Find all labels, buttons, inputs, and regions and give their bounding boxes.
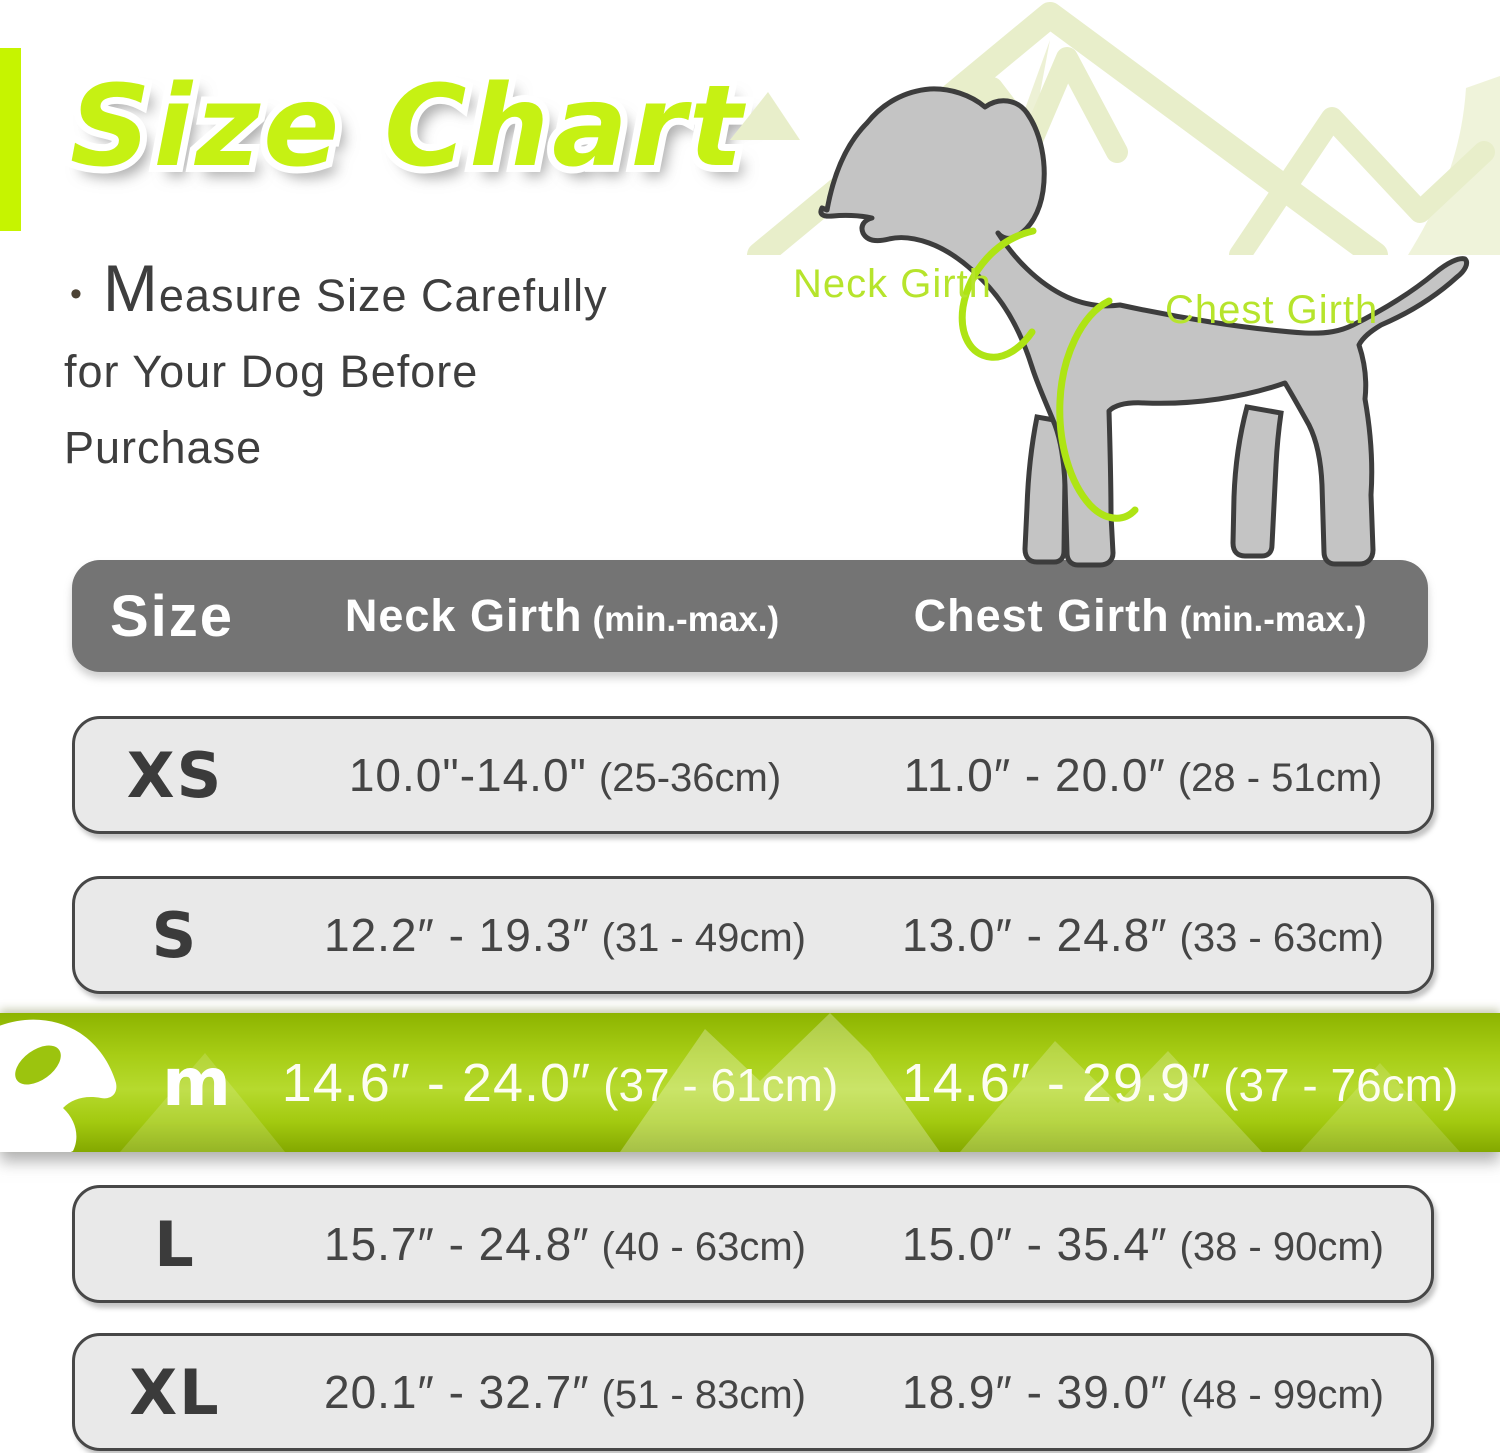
neck-value-cm: (51 - 83cm)	[601, 1373, 807, 1417]
chest-girth-label: Chest Girth	[1165, 288, 1378, 332]
size-label: S	[151, 898, 199, 972]
header-size-cell: Size	[72, 583, 272, 650]
table-row-l: L 15.7″ - 24.8″ (40 - 63cm) 15.0″ - 35.4″…	[72, 1185, 1434, 1303]
chest-value: 13.0″ - 24.8″	[901, 909, 1168, 961]
note-line1: easure Size Carefully	[158, 270, 608, 321]
chest-value-cm: (38 - 90cm)	[1179, 1225, 1385, 1269]
page-title-text: Size Chart	[70, 62, 746, 192]
table-row-xs: XS 10.0"-14.0" (25-36cm) 11.0″ - 20.0″ (28…	[72, 716, 1434, 834]
bullet-icon: •	[70, 275, 83, 313]
table-header-row: Size Neck Girth (min.-max.) Chest Girth …	[72, 560, 1428, 672]
chest-value: 11.0″ - 20.0″	[903, 749, 1166, 801]
dog-far-legs	[1022, 404, 1284, 565]
neck-value: 12.2″ - 19.3″	[323, 909, 590, 961]
note-lead-letter: M	[102, 251, 159, 325]
note-line2: for Your Dog Before	[64, 346, 479, 397]
chest-value-cm: (28 - 51cm)	[1177, 756, 1383, 800]
table-row-xl: XL 20.1″ - 32.7″ (51 - 83cm) 18.9″ - 39.0…	[72, 1333, 1434, 1451]
note-line3: Purchase	[64, 422, 263, 473]
size-label: L	[154, 1207, 196, 1281]
chest-value-cm: (37 - 76cm)	[1223, 1058, 1459, 1111]
table-row-m-highlighted: m 14.6″ - 24.0″ (37 - 61cm) 14.6″ - 29.9″…	[0, 1013, 1500, 1152]
dog-head-icon	[0, 1019, 117, 1152]
chest-value: 14.6″ - 29.9″	[901, 1052, 1212, 1113]
chest-value-cm: (48 - 99cm)	[1179, 1373, 1385, 1417]
header-chest-range: (min.-max.)	[1179, 600, 1367, 639]
size-label: XL	[129, 1355, 221, 1429]
neck-value: 15.7″ - 24.8″	[323, 1218, 590, 1270]
size-label: XS	[126, 738, 224, 812]
page-title-outline: Size Chart	[63, 58, 749, 195]
neck-girth-line	[958, 227, 1037, 361]
header-neck-label: Neck Girth	[344, 590, 583, 641]
neck-value-cm: (25-36cm)	[598, 756, 782, 800]
chest-value: 15.0″ - 35.4″	[901, 1218, 1168, 1270]
neck-girth-label: Neck Girth	[793, 262, 992, 306]
size-label: m	[162, 1044, 233, 1121]
measure-note: • Measure Size Carefully for Your Dog Bef…	[64, 250, 744, 486]
neck-value-cm: (31 - 49cm)	[601, 916, 807, 960]
header-neck-cell: Neck Girth (min.-max.)	[272, 590, 852, 642]
chest-value: 18.9″ - 39.0″	[901, 1366, 1168, 1418]
neck-value: 14.6″ - 24.0″	[281, 1052, 592, 1113]
neck-value: 10.0"-14.0"	[348, 749, 587, 801]
header-chest-cell: Chest Girth (min.-max.)	[852, 590, 1428, 642]
page-title: Size Chart Size Chart	[63, 58, 749, 195]
band-watermark	[120, 1013, 1460, 1152]
table-row-s: S 12.2″ - 19.3″ (31 - 49cm) 13.0″ - 24.8″…	[72, 876, 1434, 994]
neck-value: 20.1″ - 32.7″	[323, 1366, 590, 1418]
header-chest-label: Chest Girth	[913, 590, 1170, 641]
neck-value-cm: (40 - 63cm)	[601, 1225, 807, 1269]
chest-girth-line	[1056, 297, 1139, 522]
header-size-label: Size	[109, 583, 235, 649]
dog-diagram: Neck Girth Chest Girth	[793, 86, 1470, 568]
neck-value-cm: (37 - 61cm)	[603, 1058, 839, 1111]
accent-bar	[0, 48, 21, 231]
header-neck-range: (min.-max.)	[592, 600, 780, 639]
chest-value-cm: (33 - 63cm)	[1179, 916, 1385, 960]
